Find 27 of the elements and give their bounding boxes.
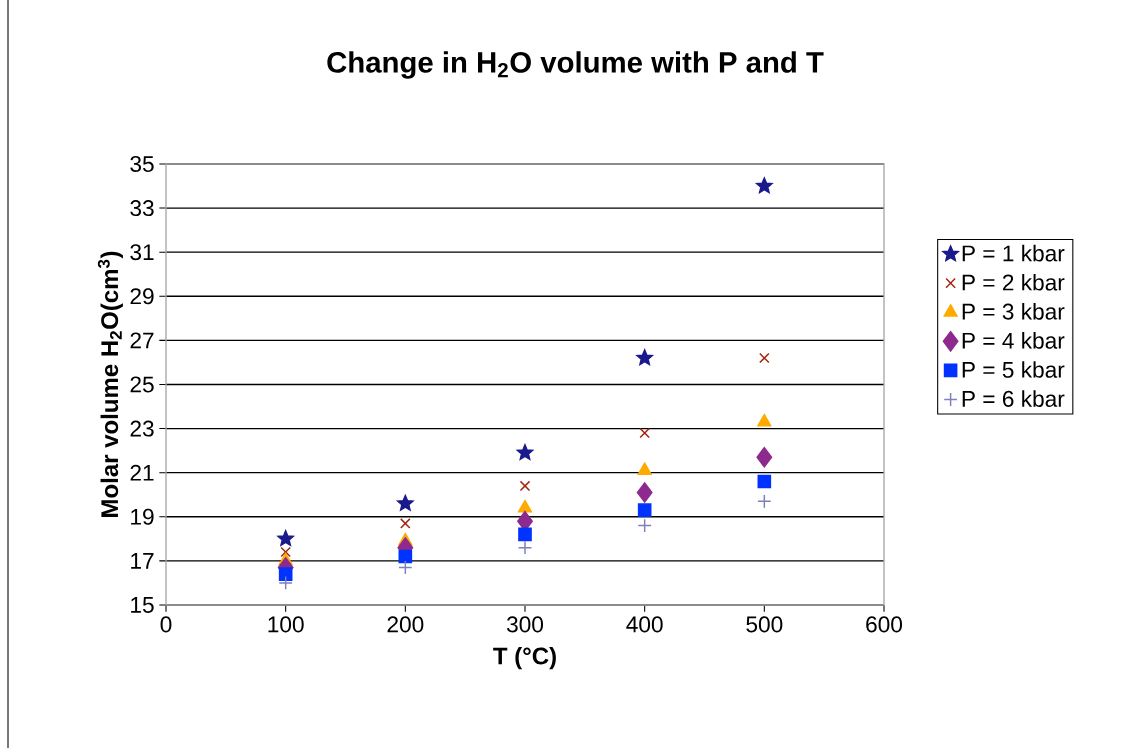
y-tick-label: 21 xyxy=(130,464,154,481)
y-tick-label: 25 xyxy=(130,376,154,393)
x-tick-label: 400 xyxy=(626,616,663,633)
y-tick-label: 35 xyxy=(130,155,154,173)
y-axis-title: Molar volume H$_{2}$O(cm$^{3}$) xyxy=(97,251,123,517)
y-tick-label: 29 xyxy=(130,288,154,305)
y-tick-label: 15 xyxy=(131,597,154,613)
y-tick-label: 17 xyxy=(131,553,154,569)
legend-label: P = 5 kbar xyxy=(962,361,1065,378)
legend-label: P = 1 kbar xyxy=(962,244,1065,262)
y-tick-label: 23 xyxy=(130,420,154,437)
legend-label: P = 4 kbar xyxy=(962,332,1065,349)
y-tick-label: 19 xyxy=(131,508,154,525)
x-tick-label: 500 xyxy=(746,616,783,633)
x-tick-label: 0 xyxy=(160,616,172,633)
x-tick-label: 200 xyxy=(387,616,424,633)
y-tick-label: 33 xyxy=(130,200,154,217)
legend-label: P = 2 kbar xyxy=(962,273,1065,291)
y-tick-label: 31 xyxy=(130,244,154,261)
x-axis-title: T (°C) xyxy=(493,646,556,670)
chart-title: Change in H$_{2}$O volume with P and T xyxy=(327,51,824,79)
x-tick-label: 600 xyxy=(866,616,903,633)
x-tick-label: 100 xyxy=(268,616,304,633)
legend-label: P = 6 kbar xyxy=(962,390,1065,407)
x-tick-label: 300 xyxy=(506,616,544,633)
legend-label: P = 3 kbar xyxy=(962,303,1065,320)
y-tick-label: 27 xyxy=(130,332,154,349)
